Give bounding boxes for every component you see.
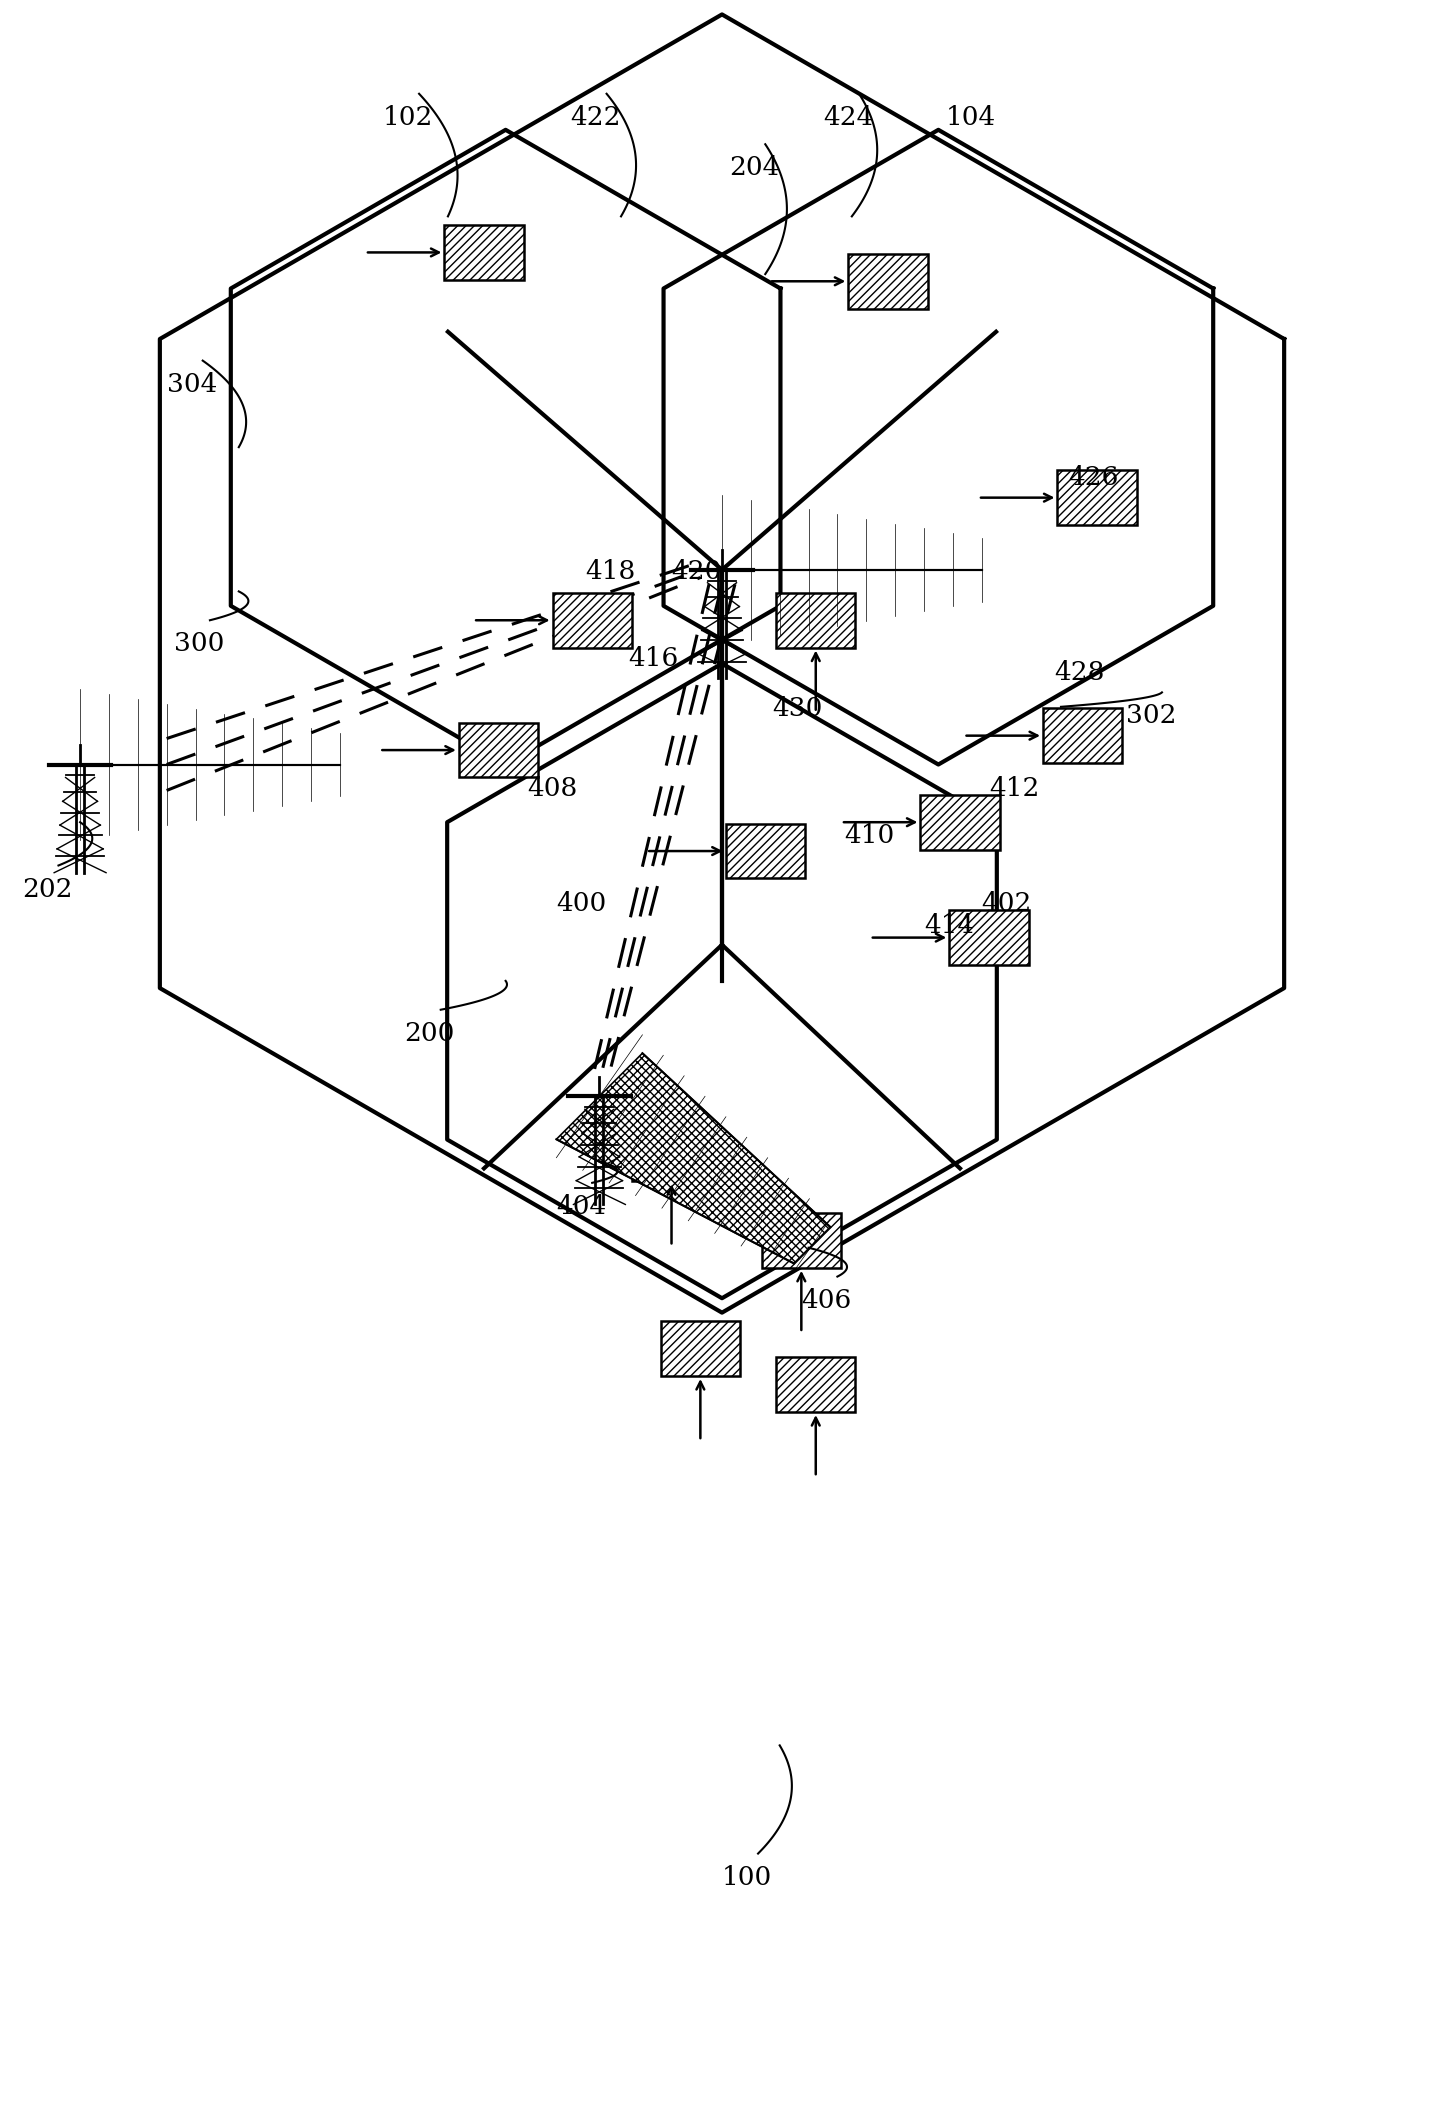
Polygon shape [556,1053,830,1264]
Text: 430: 430 [773,697,823,720]
Text: 428: 428 [1054,659,1105,684]
Text: 100: 100 [722,1864,773,1889]
Text: 414: 414 [924,912,975,937]
FancyBboxPatch shape [632,1127,712,1181]
Text: 426: 426 [1069,465,1119,491]
Text: 424: 424 [823,105,874,131]
FancyBboxPatch shape [1057,470,1136,524]
Text: 400: 400 [556,891,606,916]
Text: 418: 418 [585,560,635,583]
Text: 408: 408 [527,775,578,800]
FancyBboxPatch shape [848,255,927,310]
FancyBboxPatch shape [775,594,855,649]
FancyBboxPatch shape [949,910,1028,965]
Text: 402: 402 [982,891,1032,916]
Text: 200: 200 [404,1021,455,1047]
Text: 422: 422 [570,105,621,131]
Text: 420: 420 [671,560,722,583]
Text: 404: 404 [556,1194,606,1219]
Text: 204: 204 [729,156,780,181]
FancyBboxPatch shape [761,1213,840,1268]
FancyBboxPatch shape [553,594,632,649]
FancyBboxPatch shape [661,1320,739,1375]
Text: 104: 104 [946,105,996,131]
Text: 410: 410 [845,823,895,849]
Text: 202: 202 [23,876,72,901]
Text: 412: 412 [989,775,1040,800]
Text: 102: 102 [383,105,433,131]
FancyBboxPatch shape [725,823,804,878]
FancyBboxPatch shape [459,722,539,777]
FancyBboxPatch shape [445,225,524,280]
Text: 416: 416 [628,647,679,670]
Text: 406: 406 [801,1287,852,1312]
Text: 300: 300 [173,632,224,657]
Text: 304: 304 [166,371,217,396]
FancyBboxPatch shape [775,1358,855,1413]
FancyBboxPatch shape [1043,708,1122,762]
Text: 302: 302 [1126,703,1177,729]
FancyBboxPatch shape [920,794,999,849]
